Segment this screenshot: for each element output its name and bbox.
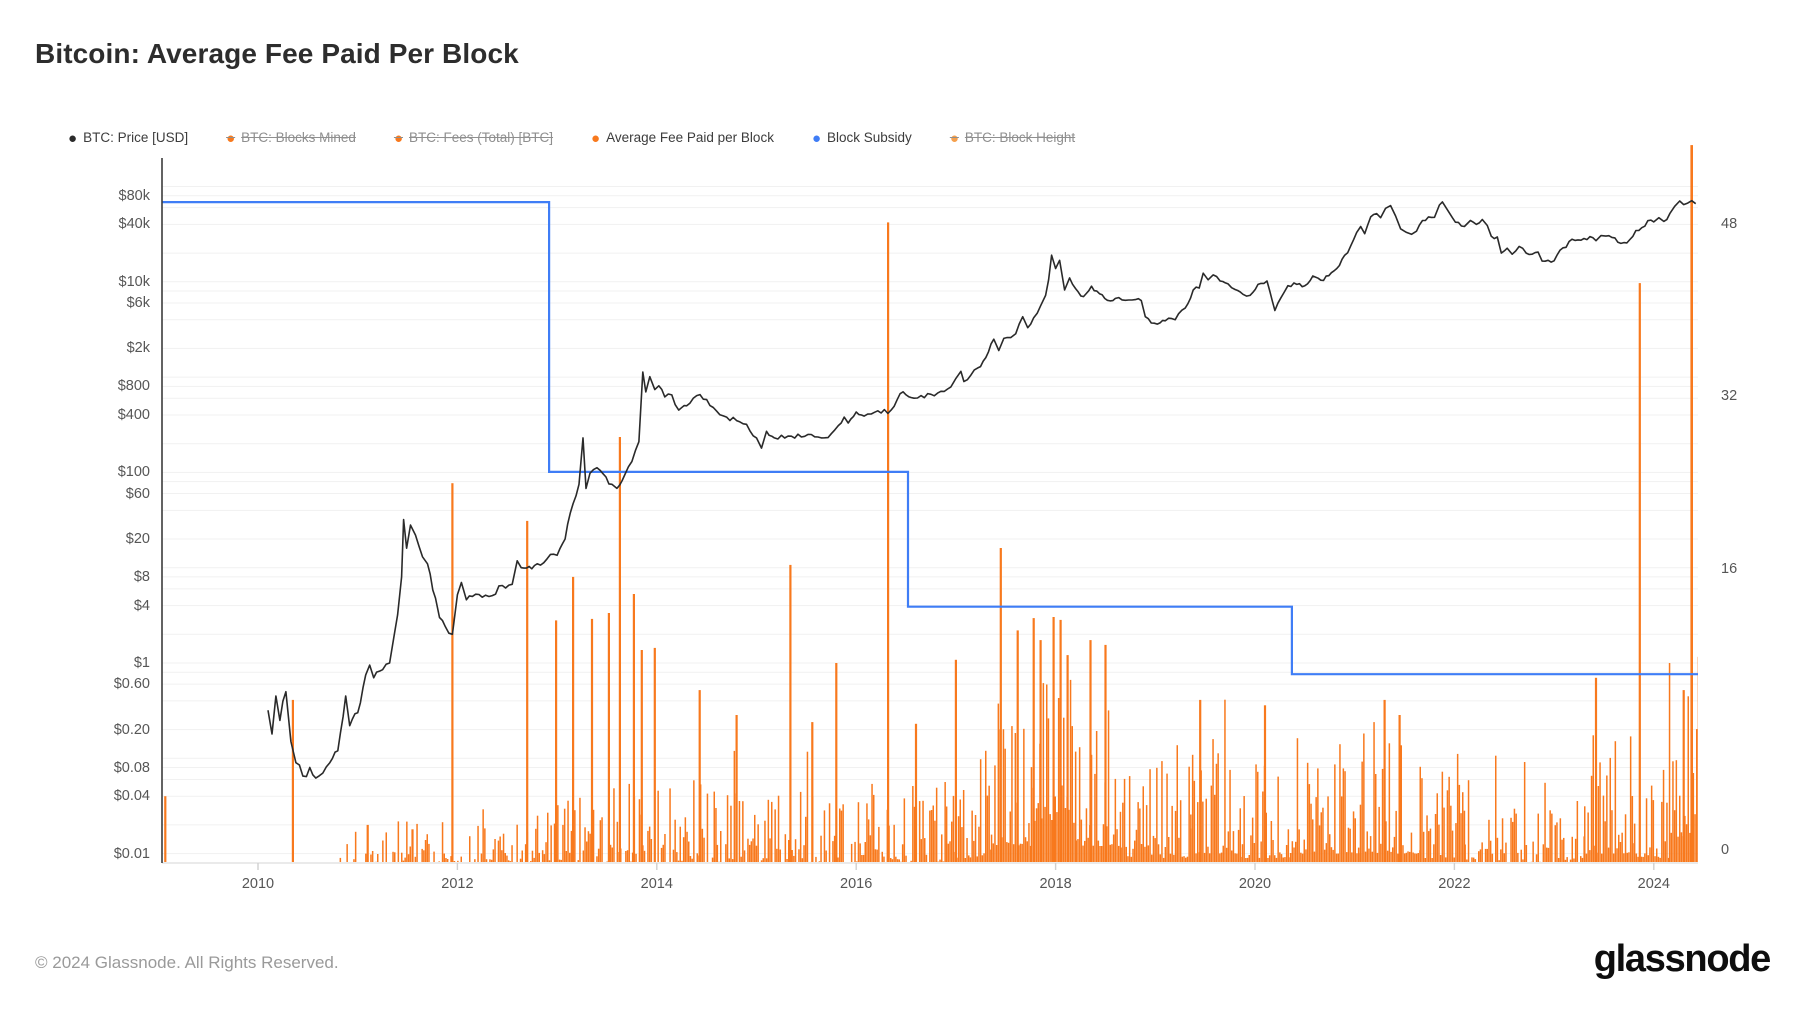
left-axis-label: $8 (133, 568, 150, 585)
left-axis-label: $2k (126, 340, 150, 357)
legend-item-average-fee-paid-per-block[interactable]: ● Average Fee Paid per Block (591, 130, 774, 147)
x-axis-label: 2010 (241, 876, 275, 892)
legend-series-label: Block Subsidy (827, 130, 912, 145)
x-axis-label: 2018 (1039, 876, 1072, 892)
x-axis-label: 2020 (1238, 876, 1272, 892)
left-axis-label: $80k (118, 187, 150, 204)
legend-series-dot: ● (393, 130, 403, 147)
gridlines (162, 186, 1698, 855)
btc-price-line (267, 199, 1697, 779)
page-title: Bitcoin: Average Fee Paid Per Block (35, 38, 519, 69)
legend-item-btc-blocks-mined[interactable]: ● BTC: Blocks Mined (226, 130, 356, 147)
left-axis-label: $0.20 (113, 721, 150, 738)
legend-item-btc-price-usd[interactable]: ● BTC: Price [USD] (68, 130, 188, 147)
left-axis-label: $1 (133, 655, 150, 671)
block-subsidy-line (162, 201, 1698, 676)
legend-series-label: BTC: Block Height (964, 130, 1076, 145)
avg-fee-bars (164, 222, 1698, 863)
x-axis-label: 2014 (640, 876, 673, 892)
right-axis-label: 48 (1721, 215, 1738, 232)
x-axis-label: 2016 (840, 876, 873, 892)
copyright-text: © 2024 Glassnode. All Rights Reserved. (35, 953, 339, 972)
x-axis-label: 2022 (1438, 876, 1471, 892)
left-axis-label: $0.60 (113, 676, 150, 693)
legend-series-label: BTC: Fees (Total) [BTC] (409, 130, 554, 145)
legend-series-dot: ● (811, 130, 822, 147)
legend-item-block-subsidy[interactable]: ● Block Subsidy (812, 130, 912, 147)
left-axis-label: $4 (133, 597, 150, 614)
legend-series-label: Average Fee Paid per Block (606, 130, 774, 145)
left-axis-label: $40k (118, 216, 150, 233)
left-axis-label: $100 (117, 464, 150, 481)
legend-series-dot: ● (949, 130, 959, 147)
legend-series-dot: ● (68, 130, 78, 147)
x-axis-label: 2012 (441, 876, 474, 892)
legend-item-btc-block-height[interactable]: ● BTC: Block Height (950, 130, 1075, 147)
right-axis-label: 32 (1721, 388, 1738, 405)
left-axis-label: $0.04 (113, 788, 150, 805)
left-axis-label: $10k (118, 273, 150, 290)
left-axis-label: $0.08 (113, 759, 150, 776)
chart-legend: ● BTC: Price [USD] ● BTC: Blocks Mined ● BTC:… (68, 130, 1075, 147)
x-axis-label: 2024 (1637, 876, 1670, 892)
left-axis-label: $800 (117, 378, 150, 395)
legend-series-dot: ● (226, 130, 236, 147)
left-axis-label: $400 (117, 407, 150, 424)
legend-series-label: BTC: Price [USD] (83, 130, 189, 145)
left-axis-label: $60 (125, 485, 150, 502)
legend-series-dot: ● (591, 130, 601, 147)
right-axis-label: 0 (1721, 842, 1730, 858)
halving-fee-spike (1690, 145, 1693, 863)
legend-series-label: BTC: Blocks Mined (241, 130, 356, 145)
right-axis-label: 16 (1721, 560, 1738, 577)
glassnode-logo: glassnode (1593, 938, 1772, 980)
left-axis-label: $0.01 (113, 845, 150, 862)
legend-item-btc-fees-total-btc[interactable]: ● BTC: Fees (Total) [BTC] (394, 130, 553, 147)
left-axis-label: $6k (126, 294, 150, 311)
left-axis-label: $20 (125, 531, 150, 547)
